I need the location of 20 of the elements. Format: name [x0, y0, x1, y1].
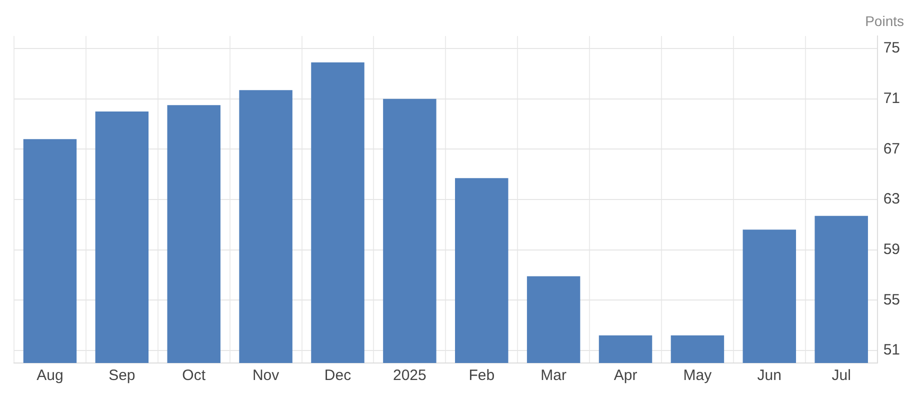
x-tick-label: Mar [540, 367, 566, 384]
y-axis-title: Points [865, 12, 904, 29]
y-tick-label: 63 [883, 190, 900, 208]
x-tick-label: Sep [108, 367, 136, 384]
y-tick-label: 67 [883, 140, 900, 158]
x-tick-label: Aug [36, 367, 64, 384]
x-tick-label: Oct [182, 367, 206, 384]
x-tick-label: Feb [468, 367, 495, 384]
x-tick-label: 2025 [393, 367, 426, 384]
y-tick-label: 55 [883, 291, 900, 308]
y-tick-label: 75 [883, 40, 900, 57]
y-tick-label: 59 [883, 240, 900, 258]
x-tick-label: Jul [832, 367, 851, 384]
y-tick-label: 71 [883, 90, 900, 108]
x-tick-label: May [683, 367, 712, 384]
x-tick-label: Apr [614, 367, 638, 384]
y-tick-label: 51 [883, 342, 900, 359]
x-tick-label: Jun [757, 367, 782, 384]
x-tick-label: Dec [324, 367, 352, 384]
x-tick-label: Nov [252, 367, 280, 384]
